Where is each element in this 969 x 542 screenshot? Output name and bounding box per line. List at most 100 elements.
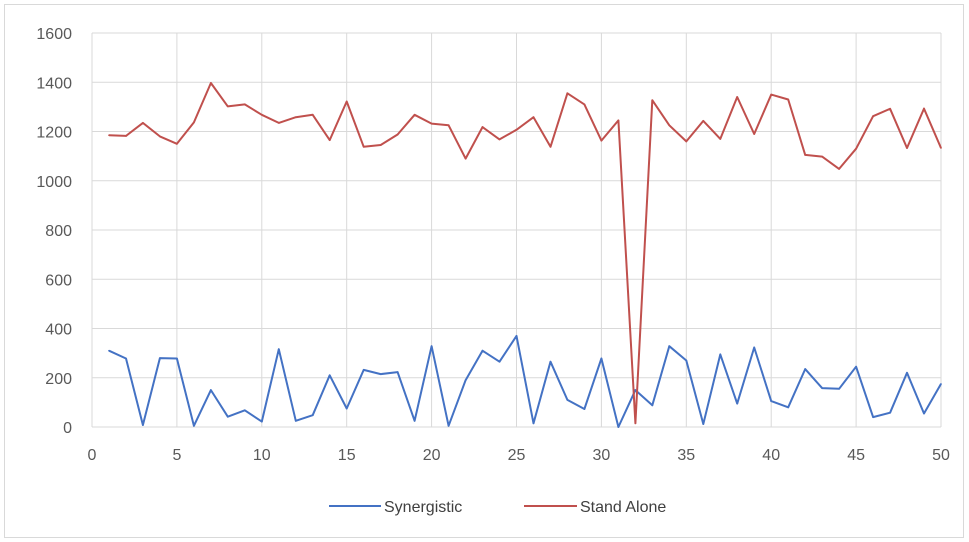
- data-point-synergistic: [600, 357, 603, 360]
- data-point-synergistic: [362, 369, 365, 371]
- data-point-synergistic: [108, 349, 110, 352]
- data-point-stand-alone: [753, 133, 756, 135]
- data-point-stand-alone: [430, 122, 433, 125]
- data-point-synergistic: [719, 353, 722, 356]
- data-point-stand-alone: [159, 135, 161, 138]
- data-point-synergistic: [787, 406, 789, 409]
- data-point-stand-alone: [770, 93, 772, 96]
- data-point-synergistic: [481, 349, 484, 352]
- data-point-synergistic: [855, 365, 857, 368]
- data-point-stand-alone: [210, 82, 212, 84]
- data-point-stand-alone: [294, 116, 297, 119]
- x-tick-label: 0: [88, 447, 97, 464]
- data-point-stand-alone: [379, 144, 382, 146]
- data-point-synergistic: [515, 335, 518, 337]
- legend-label-stand-alone: Stand Alone: [580, 499, 666, 516]
- data-point-synergistic: [396, 371, 399, 373]
- data-point-synergistic: [261, 420, 263, 423]
- data-point-synergistic: [193, 424, 195, 427]
- data-point-synergistic: [753, 346, 756, 349]
- y-tick-label: 600: [45, 272, 72, 289]
- data-point-stand-alone: [464, 157, 467, 160]
- x-tick-label: 5: [172, 447, 181, 464]
- data-point-synergistic: [566, 399, 569, 401]
- data-point-stand-alone: [940, 147, 942, 149]
- data-point-synergistic: [821, 387, 823, 389]
- data-point-stand-alone: [498, 138, 501, 141]
- data-point-synergistic: [685, 359, 688, 362]
- data-point-stand-alone: [227, 105, 229, 108]
- data-point-stand-alone: [787, 98, 789, 101]
- data-point-synergistic: [940, 383, 942, 385]
- data-point-synergistic: [311, 414, 314, 416]
- data-point-stand-alone: [566, 92, 569, 95]
- data-point-synergistic: [583, 408, 586, 410]
- data-point-synergistic: [923, 412, 925, 415]
- data-point-synergistic: [549, 360, 552, 363]
- data-point-stand-alone: [668, 124, 671, 127]
- data-point-stand-alone: [804, 154, 806, 156]
- y-tick-label: 1200: [36, 125, 72, 142]
- data-point-synergistic: [838, 388, 840, 390]
- data-point-synergistic: [651, 404, 654, 407]
- data-point-stand-alone: [600, 139, 603, 142]
- data-point-synergistic: [379, 373, 382, 375]
- data-point-synergistic: [142, 424, 144, 426]
- data-point-stand-alone: [855, 147, 857, 150]
- data-point-stand-alone: [719, 138, 722, 140]
- data-point-synergistic: [634, 389, 637, 391]
- data-point-synergistic: [889, 411, 891, 414]
- data-point-synergistic: [176, 357, 178, 360]
- data-point-stand-alone: [651, 99, 654, 102]
- x-tick-label: 45: [847, 447, 865, 464]
- data-point-stand-alone: [413, 113, 416, 116]
- data-point-stand-alone: [736, 96, 739, 98]
- data-point-stand-alone: [685, 140, 688, 143]
- data-point-synergistic: [804, 368, 806, 370]
- axes: 0 200 400 600 800 1000 1200 1400 1600 0 5 10 15 20 25 3…: [36, 26, 950, 464]
- data-point-stand-alone: [362, 145, 365, 148]
- y-tick-label: 1400: [36, 75, 72, 92]
- data-point-stand-alone: [328, 139, 331, 141]
- data-point-stand-alone: [634, 422, 637, 425]
- data-point-stand-alone: [176, 143, 178, 145]
- data-point-stand-alone: [125, 135, 127, 137]
- y-tick-label: 1000: [36, 174, 72, 191]
- data-point-synergistic: [770, 400, 772, 402]
- data-point-synergistic: [345, 407, 348, 410]
- y-tick-label: 200: [45, 371, 72, 388]
- data-point-synergistic: [498, 360, 501, 363]
- data-point-synergistic: [227, 415, 229, 418]
- data-point-synergistic: [328, 374, 331, 377]
- series-line-stand-alone: [108, 82, 942, 425]
- data-point-stand-alone: [142, 122, 144, 124]
- data-point-stand-alone: [345, 100, 348, 103]
- x-tick-label: 10: [253, 447, 271, 464]
- y-tick-label: 1600: [36, 26, 72, 43]
- data-point-synergistic: [413, 420, 416, 422]
- y-tick-label: 0: [63, 420, 72, 437]
- data-point-stand-alone: [396, 133, 399, 136]
- data-point-stand-alone: [532, 116, 535, 119]
- data-point-stand-alone: [923, 107, 925, 110]
- x-tick-label: 15: [338, 447, 356, 464]
- data-point-stand-alone: [872, 115, 874, 118]
- data-point-synergistic: [736, 402, 739, 405]
- x-tick-label: 25: [508, 447, 526, 464]
- data-point-synergistic: [464, 379, 467, 382]
- data-point-stand-alone: [193, 121, 195, 124]
- x-tick-label: 35: [677, 447, 695, 464]
- data-point-synergistic: [277, 348, 280, 350]
- data-point-stand-alone: [515, 128, 518, 131]
- data-point-synergistic: [702, 423, 705, 425]
- data-point-stand-alone: [261, 113, 263, 116]
- data-point-synergistic: [906, 372, 908, 374]
- grid-lines: [91, 32, 942, 428]
- x-tick-label: 40: [762, 447, 780, 464]
- data-point-stand-alone: [838, 168, 840, 170]
- legend-label-synergistic: Synergistic: [384, 499, 462, 516]
- x-tick-label: 20: [423, 447, 441, 464]
- chart-frame: 0 200 400 600 800 1000 1200 1400 1600 0 5 10 15 20 25 3…: [4, 4, 964, 538]
- data-point-synergistic: [872, 416, 874, 418]
- legend: Synergistic Stand Alone: [329, 499, 666, 516]
